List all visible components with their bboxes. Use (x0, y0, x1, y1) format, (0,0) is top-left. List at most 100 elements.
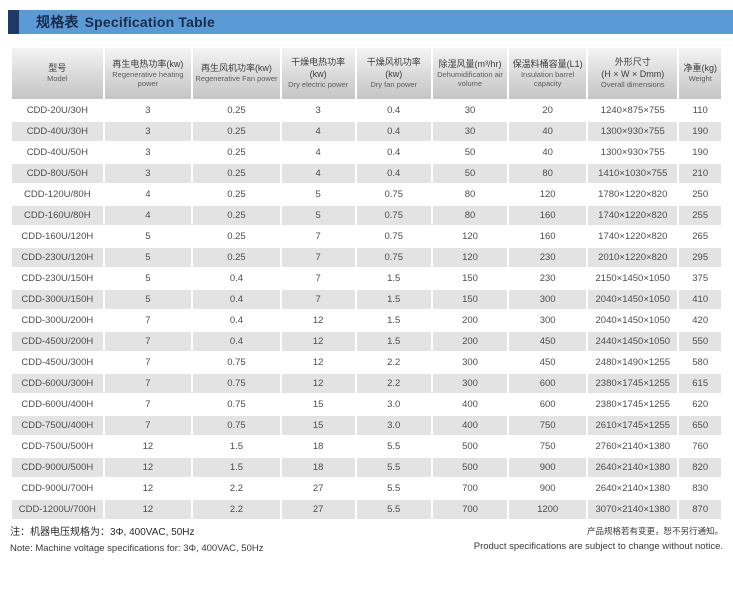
title-bar: 规格表 Specification Table (8, 10, 733, 34)
model-cell: CDD-900U/700H (12, 479, 103, 498)
value-cell: 0.75 (356, 248, 431, 267)
value-cell: 900 (509, 479, 587, 498)
value-cell: 0.4 (356, 101, 431, 120)
value-cell: 20 (509, 101, 587, 120)
value-cell: 30 (432, 122, 508, 141)
value-cell: 1300×930×755 (588, 122, 678, 141)
value-cell: 3 (104, 164, 192, 183)
value-cell: 550 (679, 332, 721, 351)
value-cell: 0.4 (193, 290, 280, 309)
table-row: CDD-230U/150H 5 0.4 7 1.5 150 230 2150×1450×105… (12, 269, 721, 288)
value-cell: 1410×1030×755 (588, 164, 678, 183)
value-cell: 5.5 (356, 437, 431, 456)
value-cell: 255 (679, 206, 721, 225)
value-cell: 0.75 (193, 374, 280, 393)
value-cell: 12 (281, 374, 355, 393)
value-cell: 1780×1220×820 (588, 185, 678, 204)
value-cell: 4 (281, 164, 355, 183)
value-cell: 750 (509, 437, 587, 456)
value-cell: 0.4 (356, 164, 431, 183)
value-cell: 0.4 (193, 332, 280, 351)
value-cell: 5 (104, 290, 192, 309)
value-cell: 2.2 (193, 500, 280, 519)
column-header-en: Weight (688, 74, 712, 84)
model-cell: CDD-230U/150H (12, 269, 103, 288)
page-title-zh: 规格表 (36, 14, 79, 30)
value-cell: 80 (432, 206, 508, 225)
value-cell: 5 (104, 248, 192, 267)
value-cell: 450 (509, 332, 587, 351)
value-cell: 900 (509, 458, 587, 477)
column-header-8: 净重(kg) Weight (679, 48, 721, 99)
value-cell: 50 (432, 164, 508, 183)
model-cell: CDD-160U/120H (12, 227, 103, 246)
value-cell: 2760×2140×1380 (588, 437, 678, 456)
value-cell: 0.25 (193, 248, 280, 267)
value-cell: 265 (679, 227, 721, 246)
value-cell: 500 (432, 458, 508, 477)
model-cell: CDD-750U/400H (12, 416, 103, 435)
value-cell: 30 (432, 101, 508, 120)
value-cell: 250 (679, 185, 721, 204)
value-cell: 120 (509, 185, 587, 204)
model-cell: CDD-450U/300H (12, 353, 103, 372)
value-cell: 4 (104, 206, 192, 225)
value-cell: 1.5 (193, 458, 280, 477)
column-header-en: Dehumidification air volume (437, 70, 503, 88)
value-cell: 7 (281, 248, 355, 267)
value-cell: 7 (104, 374, 192, 393)
value-cell: 12 (281, 311, 355, 330)
model-cell: CDD-600U/300H (12, 374, 103, 393)
value-cell: 410 (679, 290, 721, 309)
value-cell: 200 (432, 332, 508, 351)
value-cell: 375 (679, 269, 721, 288)
value-cell: 1740×1220×820 (588, 206, 678, 225)
value-cell: 750 (509, 416, 587, 435)
value-cell: 2.2 (356, 353, 431, 372)
value-cell: 2380×1745×1255 (588, 395, 678, 414)
value-cell: 2150×1450×1050 (588, 269, 678, 288)
value-cell: 2640×2140×1380 (588, 458, 678, 477)
value-cell: 0.75 (193, 416, 280, 435)
table-row: CDD-1200U/700H 12 2.2 27 5.5 700 1200 3070×2140… (12, 500, 721, 519)
value-cell: 80 (509, 164, 587, 183)
table-row: CDD-450U/300H 7 0.75 12 2.2 300 450 2480×1490×1… (12, 353, 721, 372)
table-row: CDD-160U/80H 4 0.25 5 0.75 80 160 1740×1220×820… (12, 206, 721, 225)
value-cell: 12 (104, 479, 192, 498)
table-row: CDD-40U/30H 3 0.25 4 0.4 30 40 1300×930×755 190 (12, 122, 721, 141)
value-cell: 5.5 (356, 500, 431, 519)
value-cell: 7 (281, 269, 355, 288)
value-cell: 0.4 (356, 122, 431, 141)
column-header-en: Regenerative Fan power (195, 74, 278, 84)
table-row: CDD-600U/300H 7 0.75 12 2.2 300 600 2380×1745×1… (12, 374, 721, 393)
column-header-2: 再生风机功率(kw) Regenerative Fan power (193, 48, 280, 99)
page-title-en: Specification Table (84, 14, 215, 30)
model-cell: CDD-40U/50H (12, 143, 103, 162)
value-cell: 0.4 (193, 311, 280, 330)
value-cell: 3 (104, 143, 192, 162)
table-row: CDD-450U/200H 7 0.4 12 1.5 200 450 2440×1450×10… (12, 332, 721, 351)
value-cell: 1.5 (356, 332, 431, 351)
value-cell: 700 (432, 479, 508, 498)
value-cell: 0.75 (193, 353, 280, 372)
value-cell: 1.5 (356, 311, 431, 330)
disclaimer-note-zh: 产品规格若有变更，恕不另行通知。 (586, 526, 723, 536)
value-cell: 18 (281, 458, 355, 477)
table-row: CDD-300U/200H 7 0.4 12 1.5 200 300 2040×1450×10… (12, 311, 721, 330)
value-cell: 0.25 (193, 227, 280, 246)
value-cell: 3070×2140×1380 (588, 500, 678, 519)
value-cell: 12 (104, 500, 192, 519)
value-cell: 615 (679, 374, 721, 393)
table-row: CDD-900U/700H 12 2.2 27 5.5 700 900 2640×2140×1… (12, 479, 721, 498)
value-cell: 2480×1490×1255 (588, 353, 678, 372)
value-cell: 0.75 (356, 206, 431, 225)
value-cell: 5 (104, 269, 192, 288)
value-cell: 5.5 (356, 479, 431, 498)
table-row: CDD-160U/120H 5 0.25 7 0.75 120 160 1740×1220×8… (12, 227, 721, 246)
value-cell: 7 (104, 416, 192, 435)
value-cell: 400 (432, 395, 508, 414)
column-header-zh: 干燥风机功率 (kw) (366, 57, 421, 79)
value-cell: 300 (509, 311, 587, 330)
voltage-note-en: Note: Machine voltage specifications for… (10, 543, 264, 554)
